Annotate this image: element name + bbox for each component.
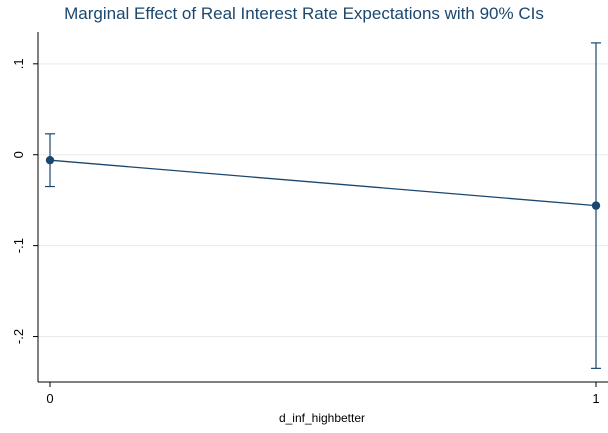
y-tick-label: 0: [11, 151, 26, 158]
y-tick-label: -.2: [11, 329, 26, 344]
axis-layer: .1 0 -.1 -.2 0 1: [11, 32, 608, 406]
x-tick-label: 0: [46, 391, 53, 406]
chart-title: Marginal Effect of Real Interest Rate Ex…: [64, 4, 544, 23]
y-tick-label: .1: [11, 58, 26, 69]
x-axis-title: d_inf_highbetter: [279, 411, 365, 425]
series-layer: [45, 42, 601, 369]
x-tick-label: 1: [592, 391, 599, 406]
y-tick-label: -.1: [11, 238, 26, 253]
estimate-point: [45, 155, 55, 165]
estimate-line: [49, 159, 597, 207]
estimate-point: [591, 201, 601, 210]
grid-layer: [38, 63, 608, 338]
